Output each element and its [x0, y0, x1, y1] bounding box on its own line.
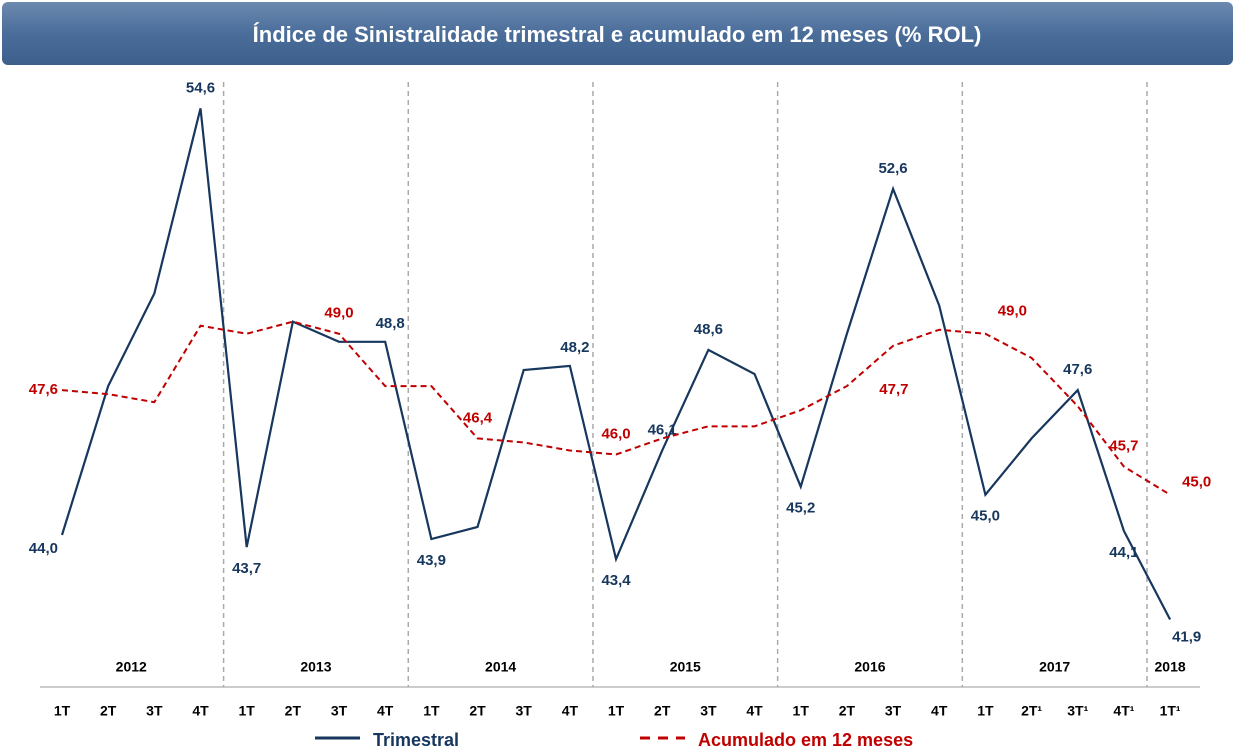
x-tick-label: 2T: [839, 703, 856, 719]
data-label: 45,0: [971, 508, 1000, 525]
series-line: [61, 320, 1171, 496]
data-label: 46,1: [648, 421, 677, 438]
data-label: 44,0: [29, 540, 58, 557]
x-tick-label: 4T: [746, 703, 763, 719]
x-tick-label: 3T¹: [1067, 703, 1088, 719]
series-line: [60, 108, 1172, 621]
data-label: 48,2: [560, 339, 589, 356]
data-label: 52,6: [878, 160, 907, 177]
title-bar: [2, 2, 1233, 65]
data-label: 48,6: [694, 321, 723, 338]
data-label: 43,7: [232, 560, 261, 577]
x-tick-label: 2T: [285, 703, 302, 719]
x-tick-label: 4T: [931, 703, 948, 719]
data-label: 43,4: [601, 572, 631, 589]
data-label: 47,6: [29, 381, 58, 398]
x-tick-label: 1T: [977, 703, 994, 719]
data-label: 45,7: [1109, 438, 1138, 455]
x-tick-label: 4T: [377, 703, 394, 719]
data-label: 44,1: [1109, 544, 1138, 561]
chart-title: Índice de Sinistralidade trimestral e ac…: [253, 22, 982, 47]
x-tick-label: 2T: [469, 703, 486, 719]
data-label: 47,7: [879, 381, 908, 398]
data-label: 45,2: [786, 500, 815, 517]
data-label: 49,0: [324, 305, 353, 322]
x-tick-label: 4T: [192, 703, 209, 719]
data-label: 48,8: [376, 315, 405, 332]
year-label: 2015: [670, 659, 701, 675]
data-label: 45,0: [1182, 474, 1211, 491]
x-tick-label: 1T¹: [1160, 703, 1181, 719]
data-label: 49,0: [998, 303, 1027, 320]
x-tick-label: 1T: [423, 703, 440, 719]
x-tick-label: 3T: [516, 703, 533, 719]
year-label: 2018: [1155, 659, 1186, 675]
x-tick-label: 3T: [331, 703, 348, 719]
data-label: 47,6: [1063, 361, 1092, 378]
x-tick-label: 2T: [100, 703, 117, 719]
data-label: 43,9: [417, 552, 446, 569]
x-tick-label: 3T: [146, 703, 163, 719]
legend-label: Acumulado em 12 meses: [698, 730, 913, 750]
data-label: 46,0: [601, 425, 630, 442]
x-tick-label: 3T: [700, 703, 717, 719]
legend-label: Trimestral: [373, 730, 459, 750]
year-label: 2013: [300, 659, 331, 675]
year-label: 2017: [1039, 659, 1070, 675]
x-tick-label: 1T: [608, 703, 625, 719]
x-tick-label: 3T: [885, 703, 902, 719]
year-label: 2016: [854, 659, 885, 675]
x-tick-label: 1T: [239, 703, 256, 719]
x-tick-label: 4T: [562, 703, 579, 719]
x-tick-label: 2T: [654, 703, 671, 719]
x-tick-label: 4T¹: [1113, 703, 1134, 719]
x-tick-label: 1T: [54, 703, 71, 719]
x-tick-label: 1T: [793, 703, 810, 719]
year-label: 2012: [116, 659, 147, 675]
data-label: 41,9: [1172, 628, 1201, 645]
year-label: 2014: [485, 659, 516, 675]
data-label: 54,6: [186, 79, 215, 96]
data-label: 46,4: [463, 409, 493, 426]
x-tick-label: 2T¹: [1021, 703, 1042, 719]
